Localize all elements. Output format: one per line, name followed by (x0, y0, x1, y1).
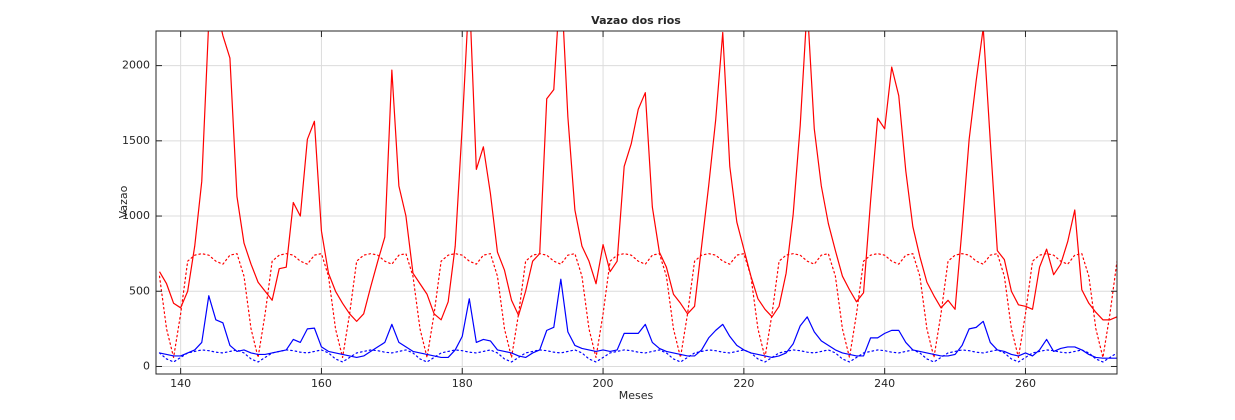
axes-box (155, 30, 1118, 375)
x-tick-label: 260 (1015, 377, 1036, 390)
chart-title: Vazao dos rios (591, 14, 681, 27)
series-line (158, 253, 1117, 359)
x-tick-label: 180 (452, 377, 473, 390)
y-axis-label: Vazao (117, 185, 130, 218)
y-tick-label: 2000 (122, 59, 150, 72)
plot-area (156, 31, 1117, 374)
series-line (159, 278, 1117, 359)
x-tick-label: 160 (311, 377, 332, 390)
x-tick-label: 220 (733, 377, 754, 390)
y-tick-label: 1500 (122, 134, 150, 147)
lines (158, 31, 1117, 363)
y-tick-label: 0 (143, 359, 150, 372)
x-tick-label: 140 (170, 377, 191, 390)
x-tick-label: 200 (593, 377, 614, 390)
y-tick-label: 500 (129, 284, 150, 297)
x-tick-label: 240 (874, 377, 895, 390)
x-axis-label: Meses (619, 389, 654, 402)
series-line (159, 31, 1117, 322)
ticks: 140 160 180 200 220 240 260 0 500 1000 1500 2000 (122, 31, 1117, 390)
y-tick-label: 1000 (122, 209, 150, 222)
series-line (158, 349, 1117, 363)
